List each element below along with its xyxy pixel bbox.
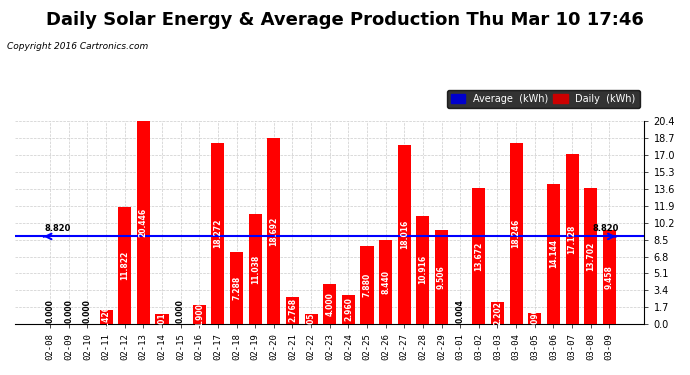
- Text: 7.880: 7.880: [362, 273, 371, 297]
- Text: 1.090: 1.090: [531, 307, 540, 331]
- Bar: [323, 284, 336, 324]
- Text: 8.820: 8.820: [592, 225, 619, 234]
- Text: 1.426: 1.426: [101, 305, 110, 329]
- Text: 0.000: 0.000: [64, 299, 73, 323]
- Bar: [230, 252, 243, 324]
- Bar: [118, 207, 131, 324]
- Text: 9.506: 9.506: [437, 265, 446, 289]
- Text: 7.288: 7.288: [232, 276, 241, 300]
- Bar: [435, 230, 448, 324]
- Text: 1.010: 1.010: [157, 307, 166, 331]
- Text: 1.052: 1.052: [306, 307, 315, 331]
- Text: 18.016: 18.016: [400, 220, 408, 249]
- Text: 2.960: 2.960: [344, 297, 353, 321]
- Text: 18.692: 18.692: [269, 217, 278, 246]
- Bar: [603, 230, 616, 324]
- Bar: [267, 138, 280, 324]
- Text: 8.820: 8.820: [45, 225, 71, 234]
- Text: 9.458: 9.458: [605, 265, 614, 289]
- Bar: [473, 188, 485, 324]
- Text: 0.000: 0.000: [176, 299, 185, 323]
- Bar: [193, 305, 206, 324]
- Text: 2.768: 2.768: [288, 298, 297, 322]
- Bar: [211, 142, 224, 324]
- Text: 18.246: 18.246: [512, 219, 521, 248]
- Text: 10.916: 10.916: [418, 255, 427, 284]
- Text: 18.272: 18.272: [213, 219, 222, 248]
- Legend: Average  (kWh), Daily  (kWh): Average (kWh), Daily (kWh): [446, 90, 640, 108]
- Bar: [248, 214, 262, 324]
- Bar: [99, 310, 112, 324]
- Text: 2.202: 2.202: [493, 301, 502, 325]
- Text: 0.004: 0.004: [455, 299, 465, 323]
- Text: 8.440: 8.440: [381, 270, 390, 294]
- Bar: [304, 314, 317, 324]
- Bar: [510, 143, 522, 324]
- Bar: [491, 302, 504, 324]
- Text: 0.000: 0.000: [46, 299, 55, 323]
- Text: Daily Solar Energy & Average Production Thu Mar 10 17:46: Daily Solar Energy & Average Production …: [46, 11, 644, 29]
- Text: 14.144: 14.144: [549, 239, 558, 268]
- Bar: [360, 246, 373, 324]
- Text: 20.446: 20.446: [139, 208, 148, 237]
- Bar: [379, 240, 392, 324]
- Bar: [584, 188, 598, 324]
- Bar: [286, 297, 299, 324]
- Text: 0.000: 0.000: [83, 299, 92, 323]
- Bar: [397, 145, 411, 324]
- Text: 4.000: 4.000: [325, 292, 334, 316]
- Text: 13.702: 13.702: [586, 242, 595, 271]
- Bar: [547, 183, 560, 324]
- Bar: [416, 216, 429, 324]
- Bar: [155, 314, 168, 324]
- Text: Copyright 2016 Cartronics.com: Copyright 2016 Cartronics.com: [7, 42, 148, 51]
- Bar: [137, 121, 150, 324]
- Text: 11.822: 11.822: [120, 251, 129, 280]
- Bar: [529, 313, 541, 324]
- Text: 1.900: 1.900: [195, 303, 204, 327]
- Bar: [566, 154, 579, 324]
- Text: 17.128: 17.128: [568, 224, 577, 254]
- Text: 13.672: 13.672: [474, 242, 484, 271]
- Bar: [342, 295, 355, 324]
- Text: 11.038: 11.038: [250, 255, 259, 284]
